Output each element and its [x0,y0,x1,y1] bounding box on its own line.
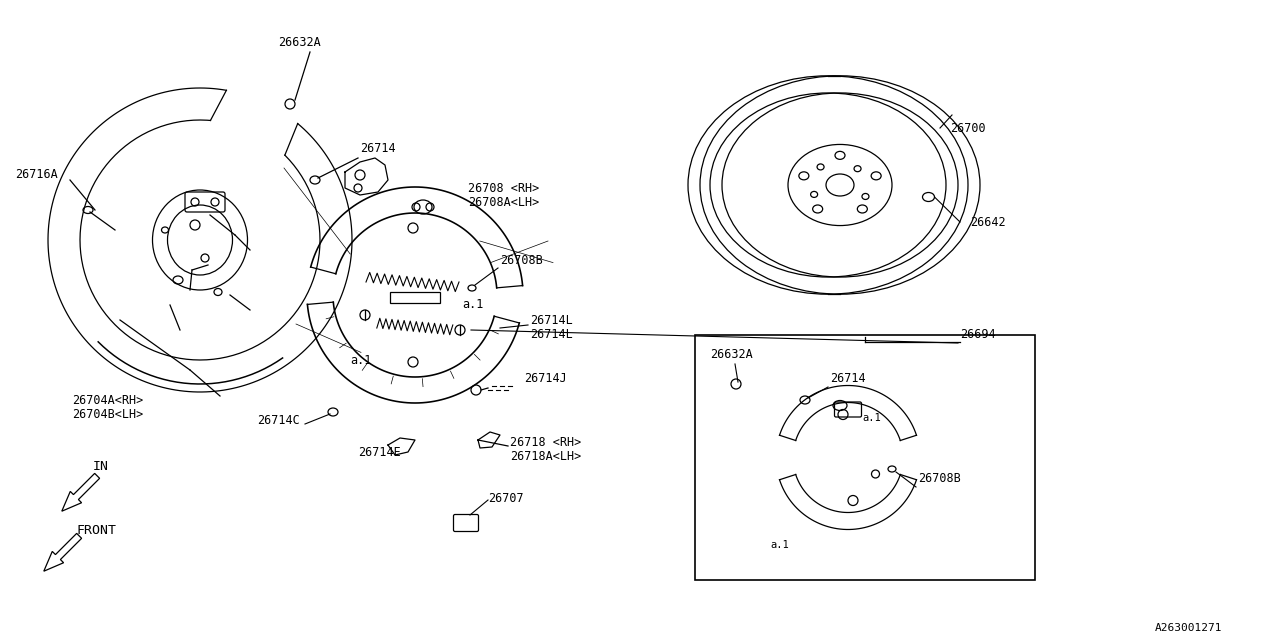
Text: 26714E: 26714E [358,447,401,460]
Text: 26714: 26714 [829,371,865,385]
Text: A263001271: A263001271 [1155,623,1222,633]
Text: 26708 <RH>: 26708 <RH> [468,182,539,195]
Text: 26632A: 26632A [278,35,321,49]
Text: 26707: 26707 [488,492,524,504]
Text: 26714J: 26714J [524,371,567,385]
Text: a.1: a.1 [462,298,484,312]
Text: 26708B: 26708B [500,253,543,266]
Text: a.1: a.1 [861,413,881,423]
Text: 26704B<LH>: 26704B<LH> [72,408,143,420]
Text: 26708A<LH>: 26708A<LH> [468,195,539,209]
Text: a.1: a.1 [349,353,371,367]
Text: 26704A<RH>: 26704A<RH> [72,394,143,406]
Text: FRONT: FRONT [77,524,116,536]
Bar [695,335,1036,580]
Text: 26714L: 26714L [530,328,572,340]
Text: 26700: 26700 [950,122,986,134]
Text: 26718 <RH>: 26718 <RH> [509,435,581,449]
Text: 26714L: 26714L [530,314,572,326]
Text: IN: IN [93,460,109,472]
Text: 26714: 26714 [360,141,396,154]
Text: 26694: 26694 [960,328,996,342]
Text: 26716A: 26716A [15,168,58,182]
Text: 26632A: 26632A [710,349,753,362]
Text: 26718A<LH>: 26718A<LH> [509,449,581,463]
Text: 26708B: 26708B [918,472,961,484]
Text: 26642: 26642 [970,216,1006,228]
Text: 26714C: 26714C [257,413,300,426]
Text: a.1: a.1 [771,540,788,550]
